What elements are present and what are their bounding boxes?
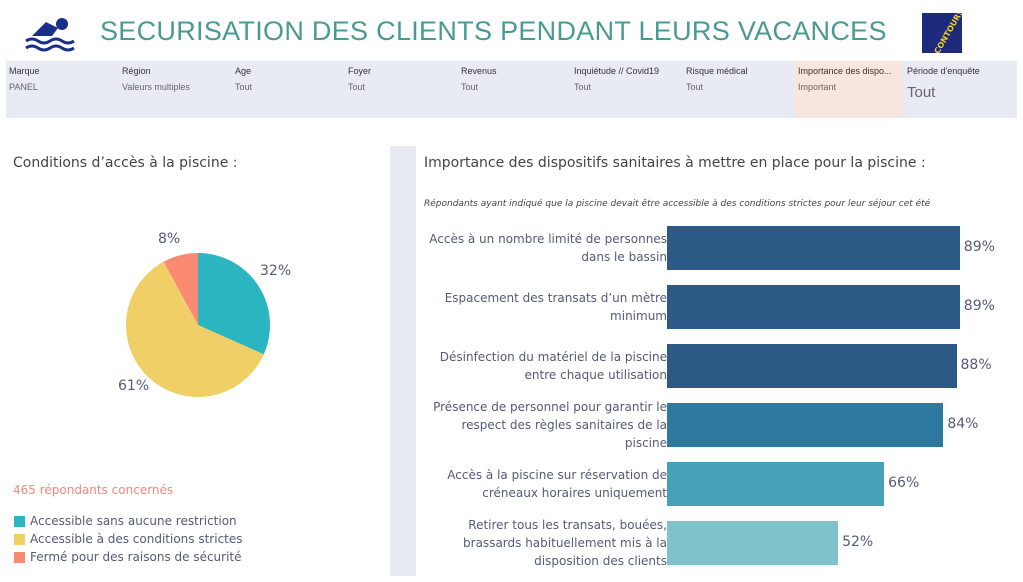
filter-value: Tout	[235, 82, 253, 92]
filter-value: Tout	[461, 82, 479, 92]
filter-3[interactable]: Foyer Tout	[345, 61, 455, 118]
bar-category-label: Désinfection du matériel de la piscine e…	[439, 350, 667, 382]
bar[interactable]	[667, 344, 957, 388]
swimmer-logo-icon	[24, 14, 76, 54]
pie-label: 32%	[260, 263, 291, 279]
filter-label: Risque médical	[686, 66, 748, 76]
filter-bar: Marque PANEL Région Valeurs multiples Age Tou…	[6, 61, 1017, 118]
divider	[390, 146, 416, 576]
bar-row: Accès à un nombre limité de personnes da…	[424, 226, 1023, 270]
legend-item[interactable]: Accessible sans aucune restriction	[14, 514, 237, 528]
bar-chart-subtitle: Répondants ayant indiqué que la piscine …	[424, 199, 931, 209]
filter-label: Inquiétude // Covid19	[574, 66, 660, 76]
bar-chart-title: Importance des dispositifs sanitaires à …	[424, 155, 926, 171]
filter-0[interactable]: Marque PANEL	[6, 61, 116, 118]
filter-value: Tout	[348, 82, 366, 92]
bar[interactable]	[667, 403, 944, 447]
contours-logo: CONTOURS	[922, 13, 962, 53]
bar[interactable]	[667, 521, 839, 565]
filter-1[interactable]: Région Valeurs multiples	[119, 61, 229, 118]
filter-label: Période d'enquête	[907, 66, 980, 76]
legend-item[interactable]: Accessible à des conditions strictes	[14, 532, 243, 546]
filter-value: Tout	[574, 82, 592, 92]
bar-row: Espacement des transats d’un mètre minim…	[424, 285, 1023, 329]
filter-8[interactable]: Période d'enquête Tout	[904, 61, 1014, 118]
bar-value-label: 84%	[947, 416, 979, 432]
filter-value: Tout	[907, 84, 936, 101]
filter-value: Tout	[686, 82, 704, 92]
filter-7[interactable]: Importance des dispo... Important	[795, 61, 902, 118]
legend-label: Accessible sans aucune restriction	[30, 514, 237, 528]
filter-value: Valeurs multiples	[122, 82, 190, 92]
bar[interactable]	[667, 462, 885, 506]
pie-title: Conditions d’accès à la piscine :	[13, 155, 238, 171]
bar-row: Accès à la piscine sur réservation de cr…	[424, 462, 1023, 506]
bar-value-label: 52%	[842, 534, 874, 550]
legend-swatch	[14, 533, 25, 545]
bar-category-label: Espacement des transats d’un mètre minim…	[444, 291, 667, 323]
filter-label: Revenus	[461, 66, 497, 76]
bar-row: Retirer tous les transats, bouées, brass…	[424, 518, 1023, 568]
filter-4[interactable]: Revenus Tout	[458, 61, 568, 118]
bar-value-label: 89%	[963, 298, 995, 314]
bar-category-label: Accès à la piscine sur réservation de cr…	[447, 468, 667, 500]
pie-label: 61%	[118, 378, 149, 394]
filter-label: Age	[235, 66, 252, 76]
page-title: SECURISATION DES CLIENTS PENDANT LEURS V…	[100, 16, 887, 46]
filter-value: PANEL	[9, 82, 38, 92]
bar-value-label: 88%	[960, 357, 992, 373]
filter-value: Important	[798, 82, 837, 92]
filter-label: Foyer	[348, 66, 372, 76]
bar-category-label: Présence de personnel pour garantir le r…	[433, 400, 667, 450]
pie-slice[interactable]	[163, 253, 198, 325]
legend-label: Fermé pour des raisons de sécurité	[30, 550, 242, 564]
bar-row: Présence de personnel pour garantir le r…	[424, 400, 1023, 450]
filter-2[interactable]: Age Tout	[232, 61, 342, 118]
bar-row: Désinfection du matériel de la piscine e…	[424, 344, 1023, 388]
legend-label: Accessible à des conditions strictes	[30, 532, 243, 546]
bar-category-label: Accès à un nombre limité de personnes da…	[429, 232, 667, 264]
filter-label: Région	[122, 66, 151, 76]
filter-5[interactable]: Inquiétude // Covid19 Tout	[571, 61, 681, 118]
bar-value-label: 89%	[963, 239, 995, 255]
bar-category-label: Retirer tous les transats, bouées, brass…	[463, 518, 667, 568]
pie-label: 8%	[158, 231, 180, 247]
filter-label: Importance des dispo...	[798, 66, 892, 76]
pie-slice[interactable]	[198, 253, 270, 355]
legend-item[interactable]: Fermé pour des raisons de sécurité	[14, 550, 242, 564]
filter-label: Marque	[9, 66, 40, 76]
filter-6[interactable]: Risque médical Tout	[683, 61, 793, 118]
pie-slice[interactable]	[126, 261, 264, 397]
bar-value-label: 66%	[888, 475, 920, 491]
bar[interactable]	[667, 226, 960, 270]
legend-swatch	[14, 515, 25, 527]
pie-chart: 32% 61% 8%	[118, 231, 291, 397]
respondent-count: 465 répondants concernés	[13, 483, 174, 497]
legend-swatch	[14, 551, 25, 563]
bar[interactable]	[667, 285, 960, 329]
